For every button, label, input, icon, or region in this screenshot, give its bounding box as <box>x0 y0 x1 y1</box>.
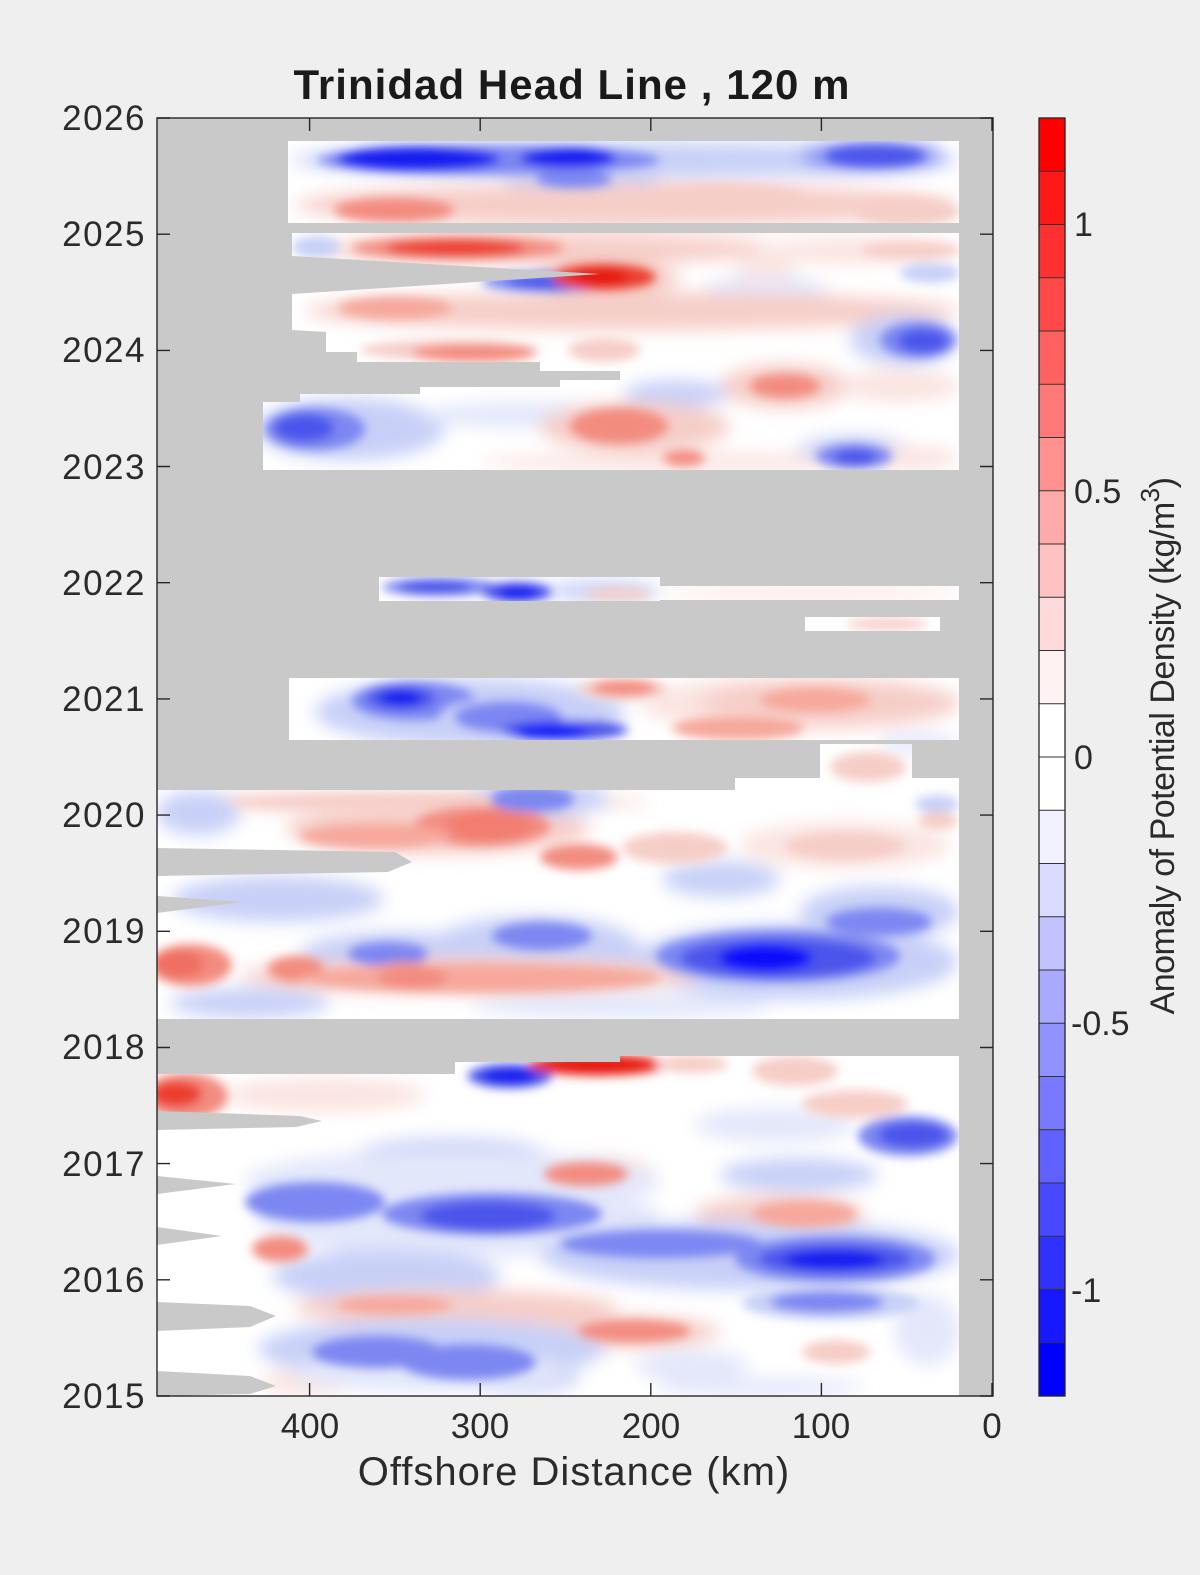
svg-text:2019: 2019 <box>62 912 146 951</box>
svg-text:-1: -1 <box>1071 1272 1101 1310</box>
svg-text:2025: 2025 <box>62 215 146 254</box>
svg-text:2021: 2021 <box>62 680 146 719</box>
svg-text:300: 300 <box>451 1407 509 1446</box>
svg-text:Offshore Distance (km): Offshore Distance (km) <box>358 1450 791 1494</box>
svg-text:2022: 2022 <box>62 564 146 603</box>
svg-text:0: 0 <box>1074 739 1093 777</box>
svg-text:2017: 2017 <box>62 1145 146 1184</box>
svg-text:Trinidad Head Line , 120 m: Trinidad Head Line , 120 m <box>293 61 850 108</box>
svg-text:2015: 2015 <box>62 1377 146 1416</box>
svg-text:2023: 2023 <box>62 448 146 487</box>
svg-text:1: 1 <box>1074 206 1093 244</box>
svg-text:100: 100 <box>792 1407 850 1446</box>
svg-text:2024: 2024 <box>62 331 146 370</box>
svg-text:200: 200 <box>622 1407 680 1446</box>
svg-text:2016: 2016 <box>62 1261 146 1300</box>
svg-text:-0.5: -0.5 <box>1071 1005 1130 1043</box>
svg-text:0.5: 0.5 <box>1074 473 1121 511</box>
svg-text:400: 400 <box>281 1407 339 1446</box>
svg-text:2026: 2026 <box>62 99 146 138</box>
svg-text:2020: 2020 <box>62 796 146 835</box>
svg-text:0: 0 <box>982 1407 1001 1446</box>
svg-text:2018: 2018 <box>62 1028 146 1067</box>
